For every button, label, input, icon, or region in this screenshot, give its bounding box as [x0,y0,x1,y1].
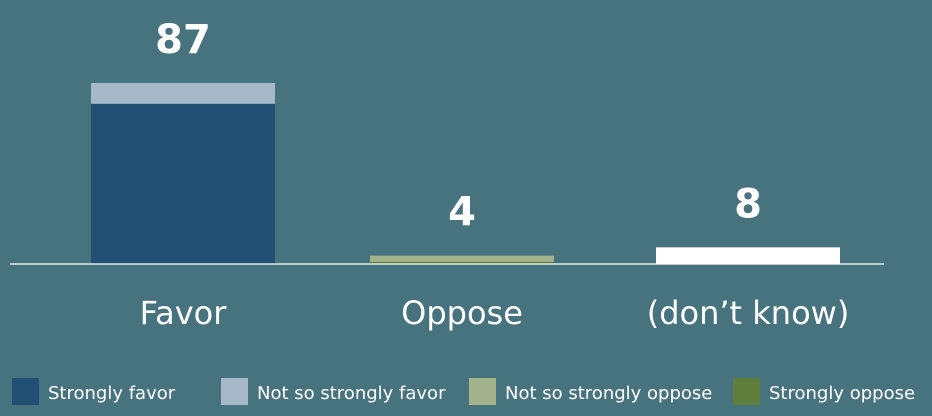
legend-item-strongly-oppose: Strongly oppose [733,378,915,405]
legend-label-strongly-favor: Strongly favor [48,383,176,404]
bar-oppose-strongly-oppose [370,261,554,264]
bars-layer [91,83,840,264]
legend-label-not-so-strongly-oppose: Not so strongly oppose [505,383,712,404]
labels-layer: 87 Favor 4 Oppose 8 (don’t know) [140,17,850,332]
legend-swatch-not-so-strongly-favor [221,378,248,405]
category-label-don-t-know: (don’t know) [647,294,850,332]
legend-item-not-so-strongly-oppose: Not so strongly oppose [469,378,712,405]
total-label-favor: 87 [155,17,211,63]
total-label-oppose: 4 [448,190,476,236]
legend-item-not-so-strongly-favor: Not so strongly favor [221,378,446,405]
bar-favor-not-so-strongly-favor [91,83,275,104]
category-label-favor: Favor [140,294,228,332]
legend-label-strongly-oppose: Strongly oppose [769,383,915,404]
legend-swatch-strongly-favor [12,378,39,405]
legend-swatch-strongly-oppose [733,378,760,405]
legend: Strongly favor Not so strongly favor Not s… [12,378,915,405]
legend-label-not-so-strongly-favor: Not so strongly favor [257,383,446,404]
bar-don-t-know-don-t-know [656,247,840,264]
bar-favor-strongly-favor [91,103,275,264]
bar-oppose-not-so-strongly-oppose [370,255,554,262]
legend-item-strongly-favor: Strongly favor [12,378,176,405]
legend-swatch-not-so-strongly-oppose [469,378,496,405]
total-label-don-t-know: 8 [734,181,762,227]
category-label-oppose: Oppose [401,294,523,332]
